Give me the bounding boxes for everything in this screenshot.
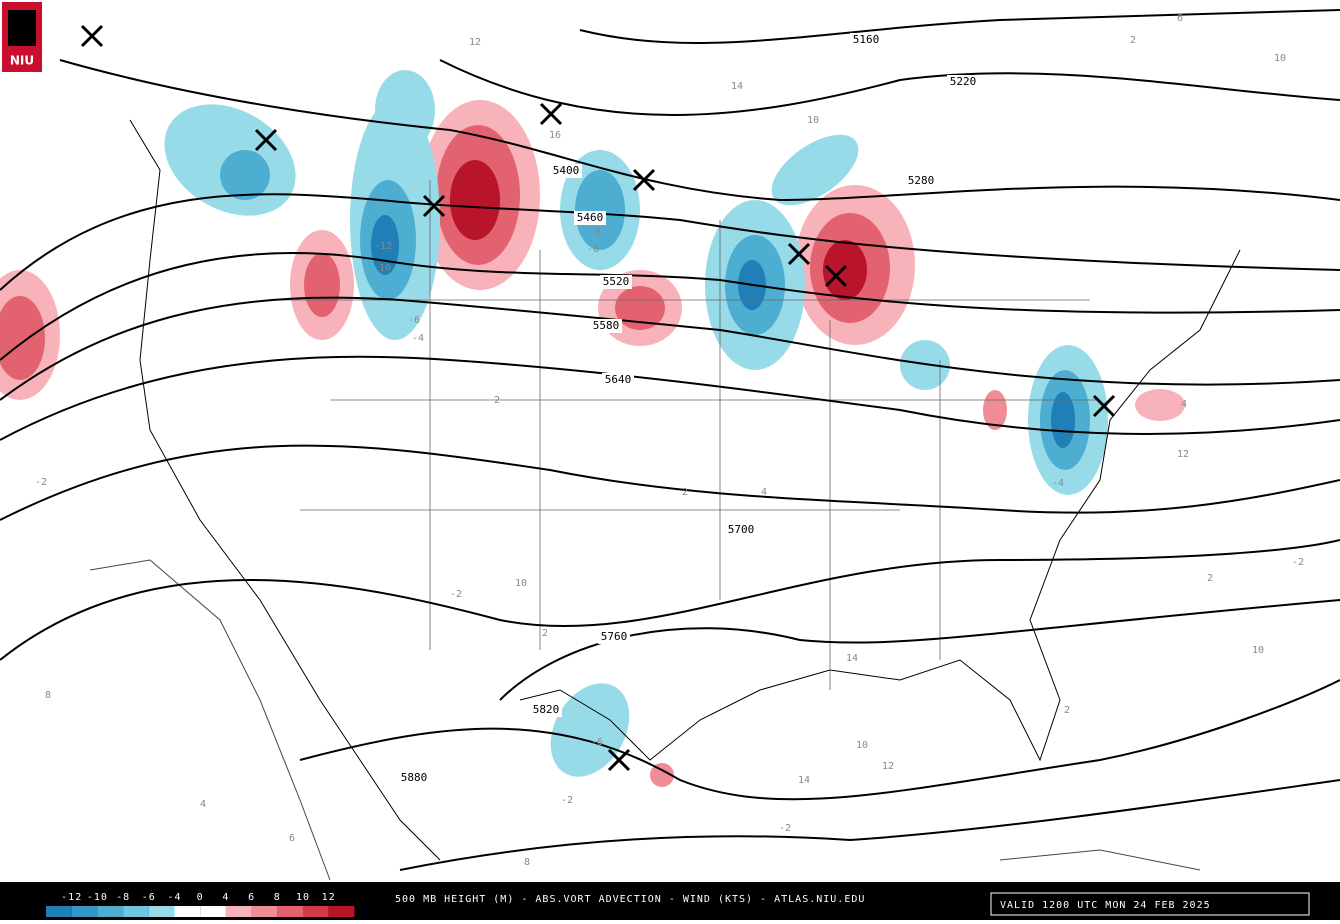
height-label: 5460 — [577, 211, 604, 224]
vort-label: -2 — [779, 823, 791, 834]
height-label: 5640 — [605, 373, 632, 386]
height-labels: 5160 5220 5280 5400 5460 5520 5580 5640 5700 5760… — [398, 33, 979, 785]
vort-label: 12 — [1177, 449, 1189, 460]
vort-label: 16 — [549, 130, 561, 141]
vort-label: -2 — [450, 589, 462, 600]
vort-label: 8 — [524, 857, 530, 868]
vort-label: 2 — [494, 395, 500, 406]
footer-title: 500 MB HEIGHT (M) - ABS.VORT ADVECTION -… — [395, 894, 865, 905]
colorbar-swatch — [328, 906, 355, 917]
boundaries — [280, 180, 1100, 690]
colorbar-tick: -12 — [61, 892, 82, 903]
label-bg — [598, 630, 630, 644]
vort-label: -6 — [587, 244, 599, 255]
valid-box — [990, 892, 1310, 916]
height-contours — [0, 9, 1340, 871]
label-bg — [590, 319, 622, 333]
valid-time: VALID 1200 UTC MON 24 FEB 2025 — [1000, 900, 1211, 911]
vort-label: -12 — [374, 241, 392, 252]
vort-label: 4 — [761, 487, 767, 498]
colorbar-tick: 10 — [296, 892, 310, 903]
label-bg — [947, 75, 979, 89]
height-label: 5220 — [950, 75, 977, 88]
vort-label: -2 — [1292, 557, 1304, 568]
vort-labels: -12 10 -8 -6 -6 -6 -4 -4 2 6 10 12 16 14 10 12 10 14 10 12 1… — [35, 13, 1304, 868]
colorbar-swatch — [148, 906, 175, 917]
vort-label: 10 — [1252, 645, 1264, 656]
vort-label: 8 — [45, 690, 51, 701]
vort-label: 6 — [289, 833, 295, 844]
height-label: 5520 — [603, 275, 630, 288]
colorbar-tick: 12 — [322, 892, 336, 903]
colorbar-swatch — [71, 906, 98, 917]
vort-label: 10 — [1274, 53, 1286, 64]
colorbar-swatch — [46, 906, 72, 917]
vort-label: -4 — [1052, 478, 1064, 489]
vort-label: 2 — [1064, 705, 1070, 716]
vort-label: 12 — [882, 761, 894, 772]
vort-label: 10 — [856, 740, 868, 751]
vort-label: 10 — [807, 115, 819, 126]
height-label: 5280 — [908, 174, 935, 187]
logo-text: NIU — [10, 54, 34, 68]
colorbar-tick: -6 — [142, 892, 156, 903]
vort-label: 4 — [1181, 399, 1187, 410]
vort-label: -8 — [589, 227, 601, 238]
colorbar: -12 -10 -8 -6 -4 0 4 6 8 10 12 — [46, 892, 355, 917]
vort-label: -2 — [561, 795, 573, 806]
logo-emblem — [8, 10, 36, 46]
vort-label: 2 — [1207, 573, 1213, 584]
height-label: 5700 — [728, 523, 755, 536]
colorbar-swatch — [174, 906, 201, 917]
colorbar-tick: -8 — [116, 892, 130, 903]
vort-label: -6 — [591, 737, 603, 748]
height-label: 5160 — [853, 33, 880, 46]
colorbar-swatch — [123, 906, 149, 917]
vort-centers — [80, 24, 1116, 772]
geography — [89, 119, 1241, 881]
label-bg — [905, 174, 937, 188]
colorbar-swatch — [251, 906, 278, 917]
vort-label: -2 — [35, 477, 47, 488]
colorbar-tick: 0 — [197, 892, 204, 903]
height-label: 5760 — [601, 630, 628, 643]
label-bg — [574, 211, 606, 225]
vort-label: 14 — [731, 81, 743, 92]
label-bg — [398, 771, 430, 785]
vort-label: 4 — [200, 799, 206, 810]
colorbar-tick: -4 — [167, 892, 181, 903]
label-bg — [530, 703, 562, 717]
colorbar-tick: -10 — [87, 892, 108, 903]
height-label: 5820 — [533, 703, 560, 716]
vort-label: 2 — [682, 487, 688, 498]
label-bg — [850, 33, 882, 47]
vort-label: 14 — [798, 775, 810, 786]
height-label: 5580 — [593, 319, 620, 332]
colorbar-swatch — [97, 906, 124, 917]
vort-label: 6 — [1177, 13, 1183, 24]
colorbar-tick: 4 — [222, 892, 229, 903]
vort-label: 2 — [1130, 35, 1136, 46]
label-bg — [550, 164, 582, 178]
vort-label: -6 — [408, 315, 420, 326]
colorbar-tick: 8 — [274, 892, 281, 903]
colorbar-swatch — [200, 906, 226, 917]
height-label: 5880 — [401, 771, 428, 784]
label-bg — [602, 373, 634, 387]
colorbar-swatch — [277, 906, 303, 917]
vort-label: 14 — [846, 653, 858, 664]
vort-label: -4 — [412, 333, 424, 344]
vort-label: 12 — [469, 37, 481, 48]
vort-label: 2 — [542, 628, 548, 639]
vort-label: 10 — [379, 263, 391, 274]
colorbar-tick: 6 — [248, 892, 255, 903]
label-bg — [600, 275, 632, 289]
height-label: 5400 — [553, 164, 580, 177]
vort-blobs — [0, 70, 1185, 787]
vort-label: 10 — [515, 578, 527, 589]
colorbar-swatch — [225, 906, 252, 917]
label-bg — [725, 523, 757, 537]
colorbar-swatch — [303, 906, 329, 917]
